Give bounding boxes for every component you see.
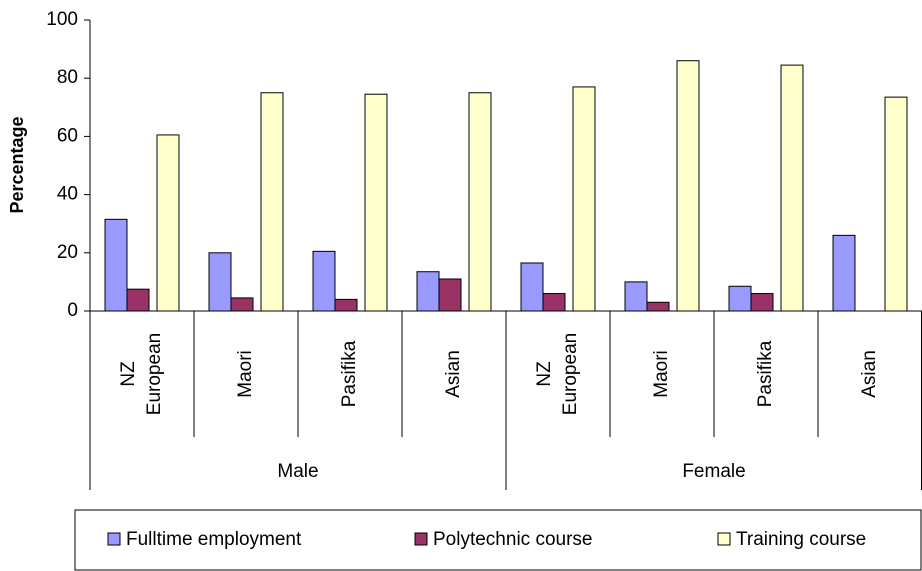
- x-tick-label: Asian: [859, 350, 880, 398]
- legend-label: Polytechnic course: [433, 529, 592, 550]
- group-label: Male: [277, 461, 318, 482]
- bar: [438, 278, 462, 312]
- legend-swatch: [717, 532, 731, 546]
- legend-label: Training course: [736, 529, 866, 550]
- x-tick-label: Pasifika: [339, 340, 360, 407]
- y-axis-label: Percentage: [7, 116, 27, 213]
- bar: [260, 92, 284, 312]
- group-label: Female: [682, 461, 745, 482]
- bar: [104, 218, 128, 312]
- bar: [884, 96, 908, 312]
- y-tick-label: 0: [67, 300, 78, 321]
- x-tick-label: Maori: [235, 350, 256, 398]
- y-tick-label: 80: [57, 67, 78, 88]
- bar: [126, 288, 150, 312]
- bar: [624, 281, 648, 312]
- bar: [230, 297, 254, 312]
- bar: [832, 234, 856, 312]
- x-tick-label: NZ European: [118, 333, 165, 415]
- bar: [572, 86, 596, 312]
- y-tick-label: 40: [57, 184, 78, 205]
- x-tick-label: Maori: [651, 350, 672, 398]
- bar: [364, 93, 388, 312]
- bar: [676, 60, 700, 312]
- y-tick-label: 60: [57, 125, 78, 146]
- bar: [334, 298, 358, 312]
- bar: [468, 92, 492, 312]
- bar: [542, 293, 566, 312]
- legend-label: Fulltime employment: [126, 529, 302, 550]
- bar: [156, 134, 180, 312]
- bar: [312, 250, 336, 312]
- bar: [728, 285, 752, 312]
- y-tick-label: 20: [57, 242, 78, 263]
- bar: [520, 262, 544, 312]
- x-tick-label: Asian: [443, 350, 464, 398]
- bar: [208, 252, 232, 312]
- bar: [416, 271, 440, 312]
- x-tick-label: NZ European: [534, 333, 581, 415]
- y-tick-label: 100: [46, 9, 78, 30]
- bar: [750, 293, 774, 312]
- bar: [780, 64, 804, 312]
- legend-swatch: [414, 532, 428, 546]
- legend-swatch: [107, 532, 121, 546]
- legend-box: [74, 509, 922, 571]
- x-tick-label: Pasifika: [755, 340, 776, 407]
- bar: [646, 301, 670, 312]
